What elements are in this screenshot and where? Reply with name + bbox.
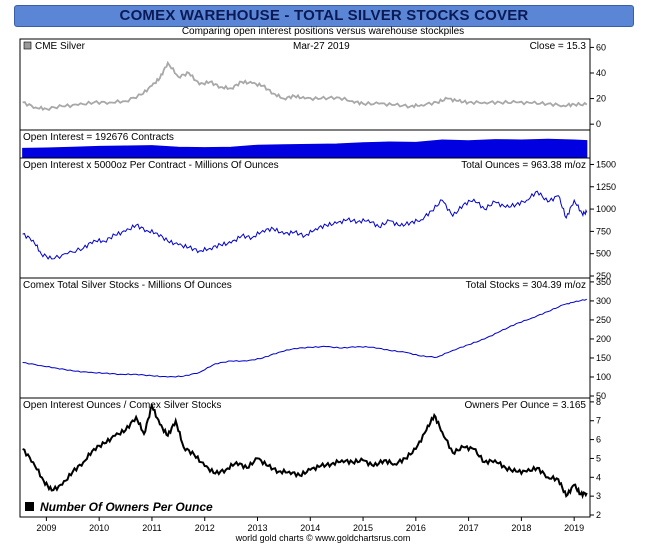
x-tick-label: 2011 <box>142 523 161 533</box>
panel-label: Open Interest x 5000oz Per Contract - Mi… <box>23 160 279 171</box>
total-label: Total Stocks = 304.39 m/oz <box>466 280 586 291</box>
y-tick-label: 1500 <box>596 159 616 169</box>
legend-swatch <box>23 41 32 50</box>
y-tick-label: 250 <box>596 271 611 281</box>
panel-label: Open Interest = 192676 Contracts <box>23 132 174 143</box>
y-tick-label: 350 <box>596 277 611 287</box>
series-line-silver-price <box>22 60 588 112</box>
panel-open-interest-ounces: 250 500 750 1000 1250 1500 Open Interest x 500… <box>19 157 616 281</box>
panel-label: Open Interest Ounces / Comex Silver Stoc… <box>23 400 221 411</box>
x-tick-label: 2012 <box>195 523 215 533</box>
y-tick-label: 7 <box>596 416 601 426</box>
x-tick-label: 2014 <box>300 523 320 533</box>
y-tick-label: 0 <box>596 119 601 129</box>
chart-title: COMEX WAREHOUSE - TOTAL SILVER STOCKS CO… <box>14 5 634 27</box>
x-tick-label: 2015 <box>353 523 373 533</box>
y-tick-label: 3 <box>596 491 601 501</box>
legend-swatch <box>25 502 34 511</box>
series-line-open-interest-ounces <box>22 190 588 260</box>
x-tick-label: 2018 <box>511 523 531 533</box>
panel-label: Comex Total Silver Stocks - Millions Of … <box>23 280 232 291</box>
y-tick-label: 150 <box>596 353 611 363</box>
y-tick-label: 1000 <box>596 204 616 214</box>
panel-frame <box>19 38 591 131</box>
y-tick-label: 5 <box>596 453 601 463</box>
legend-label: CME Silver <box>35 41 86 52</box>
panel-frame <box>19 397 591 518</box>
x-tick-label: 2017 <box>459 523 479 533</box>
y-tick-label: 60 <box>596 42 606 52</box>
panel-frame <box>19 129 591 159</box>
y-tick-label: 100 <box>596 372 611 382</box>
x-tick-label: 2010 <box>89 523 109 533</box>
close-label: Close = 15.3 <box>530 41 587 52</box>
y-tick-label: 250 <box>596 315 611 325</box>
y-tick-label: 40 <box>596 68 606 78</box>
panel-frame <box>19 277 591 399</box>
y-tick-label: 750 <box>596 226 611 236</box>
y-tick-label: 500 <box>596 249 611 259</box>
date-label: Mar-27 2019 <box>293 41 350 52</box>
legend-label: Number Of Owners Per Ounce <box>40 500 213 514</box>
panel-owners-per-ounce: 2 3 4 5 6 7 8 Open Interest Ounces / Comex Silv… <box>19 397 601 520</box>
total-label: Total Ounces = 963.38 m/oz <box>461 160 586 171</box>
open-interest-area <box>22 138 588 159</box>
x-tick-label: 2019 <box>564 523 584 533</box>
y-tick-label: 1250 <box>596 182 616 192</box>
y-tick-label: 2 <box>596 510 601 520</box>
series-line-owners-per-ounce <box>22 403 588 500</box>
y-tick-label: 4 <box>596 472 601 482</box>
chart-subtitle: Comparing open interest positions versus… <box>181 26 465 37</box>
x-tick-label: 2016 <box>406 523 426 533</box>
y-tick-label: 20 <box>596 94 606 104</box>
y-tick-label: 300 <box>596 296 611 306</box>
y-tick-label: 8 <box>596 397 601 407</box>
x-tick-label: 2009 <box>36 523 56 533</box>
x-tick-label: 2013 <box>247 523 267 533</box>
series-line-silver-stocks <box>22 298 588 378</box>
y-tick-label: 6 <box>596 435 601 445</box>
total-label: Owners Per Ounce = 3.165 <box>465 400 587 411</box>
panel-frame <box>19 157 591 279</box>
y-tick-label: 200 <box>596 334 611 344</box>
panel-silver-stocks: 50 100 150 200 250 300 350 Comex Total Silver S… <box>19 277 611 401</box>
panel-silver-price: 0 20 40 60 CME Silver Mar-27 2019 Close = 15.3 <box>19 38 606 131</box>
panel-open-interest: Open Interest = 192676 Contracts <box>19 129 591 159</box>
chart-footer: world gold charts © www.goldchartsrus.co… <box>235 533 411 543</box>
y-tick-label: 50 <box>596 391 606 401</box>
